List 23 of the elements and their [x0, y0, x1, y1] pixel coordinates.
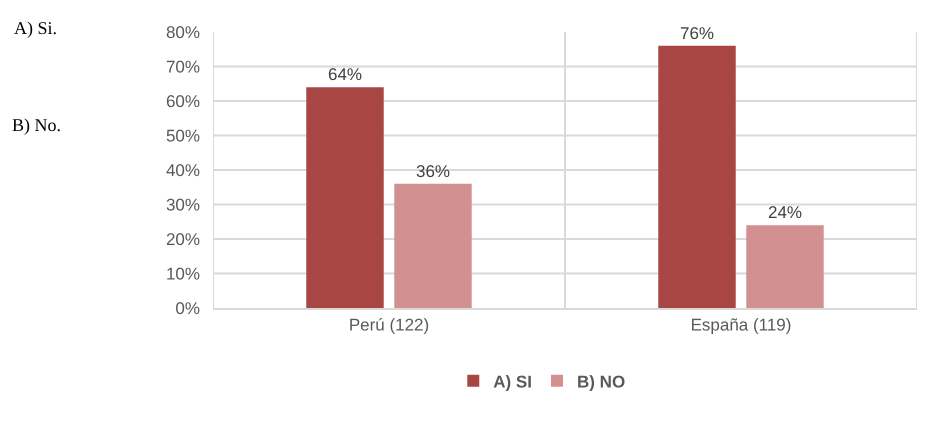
x-tick-label: España (119): [690, 315, 792, 334]
x-tick-label: Perú (122): [348, 315, 430, 334]
y-tick-label: 60%: [166, 92, 200, 111]
data-label: 76%: [680, 24, 714, 43]
bar: [394, 184, 472, 308]
legend-label: B) NO: [577, 372, 626, 392]
y-tick-label: 70%: [166, 57, 200, 76]
y-tick-label: 50%: [166, 126, 200, 146]
y-tick-label: 20%: [166, 230, 200, 249]
y-tick-label: 0%: [175, 298, 200, 318]
y-tick-label: 30%: [166, 195, 200, 214]
data-label: 24%: [768, 203, 802, 222]
data-label: 36%: [416, 162, 450, 181]
y-tick-label: 10%: [166, 264, 200, 284]
bar: [746, 225, 824, 308]
bar: [658, 46, 736, 308]
y-tick-label: 80%: [166, 22, 200, 42]
text: A) Si.: [14, 18, 58, 38]
data-label: 64%: [328, 65, 362, 84]
legend-label: A) SI: [493, 372, 532, 392]
text: B) No.: [12, 115, 61, 135]
bar: [306, 87, 384, 308]
y-tick-label: 40%: [166, 160, 200, 180]
